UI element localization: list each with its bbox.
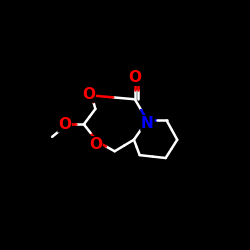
Text: O: O <box>82 87 95 102</box>
Text: O: O <box>89 137 102 152</box>
Text: O: O <box>58 117 71 132</box>
Text: O: O <box>128 70 141 85</box>
Text: N: N <box>141 116 154 131</box>
